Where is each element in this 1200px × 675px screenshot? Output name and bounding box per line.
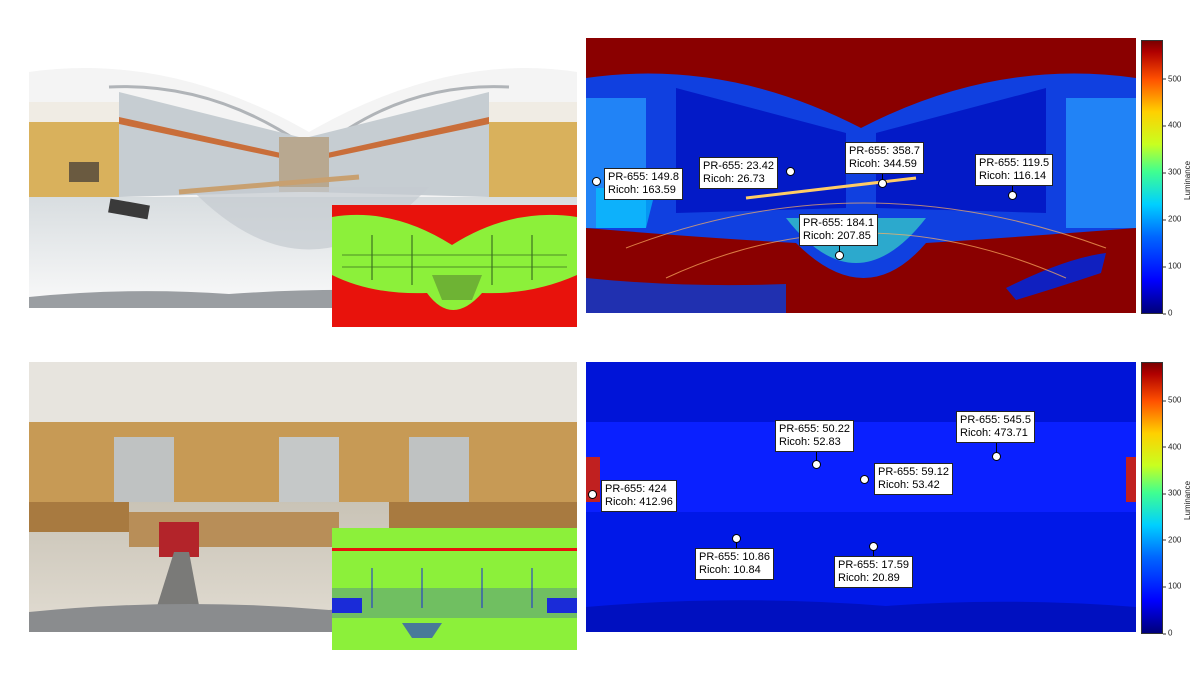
ricoh-value: Ricoh: 52.83 xyxy=(779,436,841,448)
bottom-colorbar-tick-0: 0 xyxy=(1162,628,1173,638)
top-colorbar-tick-100: 100 xyxy=(1162,261,1182,271)
bottom-measure-point-4 xyxy=(588,490,597,499)
top-leader-5 xyxy=(839,243,840,255)
bottom-colorbar-tick-400: 400 xyxy=(1162,442,1182,452)
top-measurement-label-2: PR-655: 23.42 Ricoh: 26.73 xyxy=(699,157,778,189)
bottom-measure-point-1 xyxy=(812,460,821,469)
top-colorbar-tick-400: 400 xyxy=(1162,120,1182,130)
pr655-value: PR-655: 17.59 xyxy=(838,559,909,571)
bottom-leader-1 xyxy=(816,450,817,464)
top-measure-point-4 xyxy=(1008,191,1017,200)
top-mask-inset xyxy=(332,205,577,327)
bottom-mask-inset xyxy=(332,528,577,650)
bottom-colorbar: 0 100 200 300 400 500 xyxy=(1141,362,1181,638)
ricoh-value: Ricoh: 116.14 xyxy=(979,170,1047,182)
pr655-value: PR-655: 119.5 xyxy=(979,157,1050,169)
bottom-colorbar-tick-500: 500 xyxy=(1162,395,1182,405)
top-colorbar-tick-500: 500 xyxy=(1162,74,1182,84)
top-measurement-label-5: PR-655: 184.1 Ricoh: 207.85 xyxy=(799,214,878,246)
bottom-measure-point-5 xyxy=(732,534,741,543)
pr655-value: PR-655: 59.12 xyxy=(878,466,949,478)
ricoh-value: Ricoh: 163.59 xyxy=(608,184,676,196)
pr655-value: PR-655: 149.8 xyxy=(608,171,679,183)
top-measurement-label-4: PR-655: 119.5 Ricoh: 116.14 xyxy=(975,154,1054,186)
bottom-colorbar-title: Luminance xyxy=(1183,480,1192,520)
top-leader-4 xyxy=(1012,182,1013,195)
pr655-value: PR-655: 10.86 xyxy=(699,551,770,563)
bottom-measurement-label-4: PR-655: 424 Ricoh: 412.96 xyxy=(601,480,677,512)
ricoh-value: Ricoh: 26.73 xyxy=(703,173,765,185)
pr655-value: PR-655: 23.42 xyxy=(703,160,774,172)
top-colorbar: 0 100 200 300 400 500 xyxy=(1141,40,1181,318)
ricoh-value: Ricoh: 344.59 xyxy=(849,158,917,170)
top-measure-point-5 xyxy=(835,251,844,260)
bottom-colorbar-tick-200: 200 xyxy=(1162,535,1182,545)
bottom-measure-point-2 xyxy=(992,452,1001,461)
ricoh-value: Ricoh: 10.84 xyxy=(699,564,761,576)
top-colorbar-tick-0: 0 xyxy=(1162,308,1173,318)
bottom-measurement-label-5: PR-655: 10.86 Ricoh: 10.84 xyxy=(695,548,774,580)
bottom-leader-6 xyxy=(873,546,874,556)
bottom-measure-point-3 xyxy=(860,475,869,484)
bottom-measurement-label-3: PR-655: 59.12 Ricoh: 53.42 xyxy=(874,463,953,495)
pr655-value: PR-655: 184.1 xyxy=(803,217,874,229)
ricoh-value: Ricoh: 412.96 xyxy=(605,496,673,508)
top-leader-3 xyxy=(882,173,883,183)
ricoh-value: Ricoh: 53.42 xyxy=(878,479,940,491)
top-colorbar-title: Luminance xyxy=(1183,160,1192,200)
bottom-leader-2 xyxy=(996,442,997,456)
pr655-value: PR-655: 358.7 xyxy=(849,145,920,157)
top-colorbar-tick-300: 300 xyxy=(1162,167,1182,177)
top-measure-point-2 xyxy=(786,167,795,176)
top-measure-point-1 xyxy=(592,177,601,186)
bottom-measurement-label-2: PR-655: 545.5 Ricoh: 473.71 xyxy=(956,411,1035,443)
ricoh-value: Ricoh: 207.85 xyxy=(803,230,871,242)
bottom-leader-5 xyxy=(736,538,737,548)
bottom-measurement-label-6: PR-655: 17.59 Ricoh: 20.89 xyxy=(834,556,913,588)
pr655-value: PR-655: 424 xyxy=(605,483,667,495)
bottom-measure-point-6 xyxy=(869,542,878,551)
bottom-measurement-label-1: PR-655: 50.22 Ricoh: 52.83 xyxy=(775,420,854,452)
top-measure-point-3 xyxy=(878,179,887,188)
bottom-colorbar-tick-100: 100 xyxy=(1162,581,1182,591)
top-measurement-label-3: PR-655: 358.7 Ricoh: 344.59 xyxy=(845,142,924,174)
top-measurement-label-1: PR-655: 149.8 Ricoh: 163.59 xyxy=(604,168,683,200)
ricoh-value: Ricoh: 473.71 xyxy=(960,427,1028,439)
pr655-value: PR-655: 545.5 xyxy=(960,414,1031,426)
bottom-colorbar-tick-300: 300 xyxy=(1162,488,1182,498)
ricoh-value: Ricoh: 20.89 xyxy=(838,572,900,584)
pr655-value: PR-655: 50.22 xyxy=(779,423,850,435)
top-colorbar-tick-200: 200 xyxy=(1162,214,1182,224)
